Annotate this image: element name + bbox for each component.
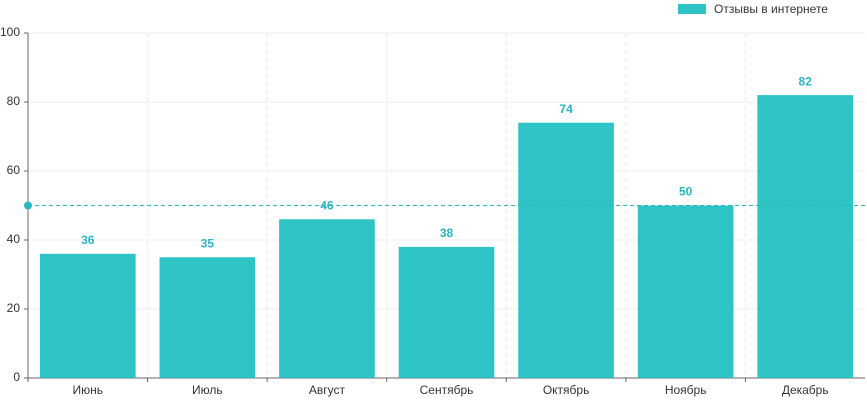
x-tick-label: Октябрь: [543, 383, 590, 397]
y-tick-label: 0: [13, 370, 20, 384]
legend-swatch: [678, 4, 706, 14]
bar: [39, 253, 136, 378]
y-tick-label: 100: [0, 25, 20, 39]
y-tick-label: 60: [7, 163, 21, 177]
bar: [398, 246, 495, 378]
y-tick-label: 40: [7, 232, 21, 246]
bar: [279, 219, 375, 378]
y-tick-label: 80: [7, 94, 21, 108]
legend-label: Отзывы в интернете: [714, 2, 828, 16]
x-tick-label: Июнь: [73, 383, 104, 397]
value-label: 38: [440, 226, 454, 240]
y-tick-label: 20: [7, 301, 21, 315]
value-label: 50: [679, 185, 693, 199]
value-label: 82: [799, 74, 813, 88]
value-label: 35: [201, 236, 215, 250]
x-tick-label: Июль: [192, 383, 223, 397]
x-tick-label: Сентябрь: [420, 383, 474, 397]
value-label: 74: [559, 102, 573, 116]
x-tick-label: Декабрь: [782, 383, 829, 397]
value-label: 46: [320, 198, 334, 212]
bar: [757, 95, 854, 378]
x-tick-label: Август: [309, 383, 346, 397]
x-tick-label: Ноябрь: [665, 383, 707, 397]
bar: [159, 257, 256, 378]
reference-dot: [24, 201, 32, 210]
value-label: 36: [81, 233, 95, 247]
bar: [518, 122, 614, 378]
bar: [637, 205, 734, 378]
